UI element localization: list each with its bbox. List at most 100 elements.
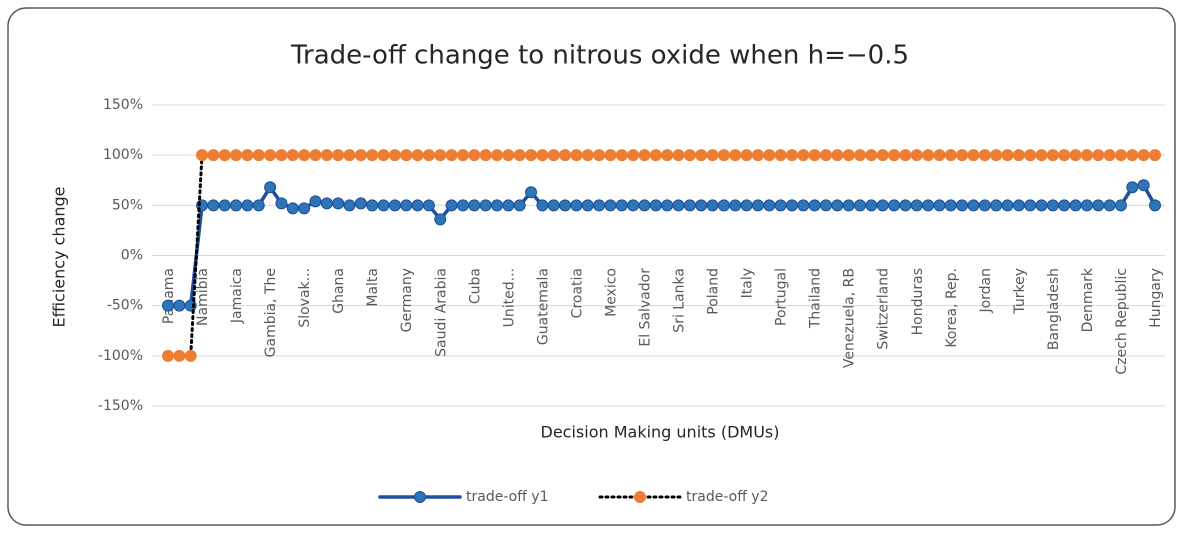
data-point [876,199,889,212]
legend-marker [414,491,426,503]
data-point [491,149,503,162]
data-point [468,199,481,212]
data-point [581,149,594,162]
data-point [956,199,969,212]
data-point [479,149,492,162]
data-point [1035,149,1048,162]
data-point [309,149,322,162]
data-point [332,149,345,162]
data-point [320,197,333,210]
data-point [706,149,719,162]
data-point [1092,149,1105,162]
chart-title: Trade-off change to nitrous oxide when h… [290,41,909,71]
data-point [218,149,231,162]
data-point [763,149,776,162]
x-tick-label: Bangladesh [1046,268,1062,350]
x-tick-label: Slovak... [297,268,313,328]
data-point [366,199,379,212]
data-point [422,149,435,162]
x-tick-label: Ghana [331,268,347,314]
data-point [434,213,447,226]
data-point [264,181,277,194]
data-point [184,299,197,312]
data-point [173,299,186,312]
data-point [649,199,662,212]
data-point [230,199,243,212]
y-tick-label: -50% [107,298,143,314]
data-point [252,149,265,162]
data-point [320,149,333,162]
x-tick-label: Saudi Arabia [433,268,449,357]
data-point [241,199,254,212]
data-point [286,149,299,162]
data-point [456,149,469,162]
x-tick-label: Portugal [774,268,790,326]
data-point [627,149,640,162]
data-point [888,149,901,162]
legend-label: trade-off y1 [466,489,549,505]
data-point [1114,149,1127,162]
data-point [1103,199,1116,212]
data-point [695,149,708,162]
data-point [286,202,299,215]
data-point [967,149,980,162]
x-tick-label: Mexico [603,268,619,317]
data-point [1126,181,1139,194]
data-point [1069,199,1082,212]
y-tick-label: 0% [121,248,143,264]
chart-frame [7,7,1176,526]
data-point [162,349,174,362]
data-point [536,199,549,212]
data-point [661,149,674,162]
x-tick-label: Switzerland [876,268,892,350]
data-point [593,199,606,212]
data-point [854,199,867,212]
x-tick-label: Venezuela, RB [842,268,858,368]
data-point [445,149,458,162]
data-point [797,199,810,212]
data-point [797,149,810,162]
data-point [706,199,719,212]
data-point [774,199,787,212]
data-point [876,149,889,162]
data-point [581,199,594,212]
data-point [1046,149,1059,162]
x-tick-label: Honduras [910,268,926,335]
data-point [445,199,458,212]
x-tick-label: Denmark [1080,267,1096,332]
x-tick-label: Panama [161,268,177,324]
data-point [1012,199,1025,212]
data-point [332,197,345,210]
data-point [899,199,912,212]
data-point [740,199,753,212]
data-point [479,199,492,212]
data-point [729,149,742,162]
legend-label: trade-off y2 [686,489,769,505]
data-point [491,199,503,212]
data-point [570,149,583,162]
data-point [638,149,651,162]
data-point [388,199,401,212]
x-axis-title: Decision Making units (DMUs) [541,423,780,442]
data-point [604,149,617,162]
data-point [502,199,515,212]
data-point [275,149,288,162]
data-point [627,199,640,212]
x-tick-label: Thailand [808,268,824,329]
data-point [820,199,832,212]
data-point [717,149,730,162]
data-point [978,149,991,162]
data-point [1012,149,1025,162]
data-point [842,149,855,162]
data-point [717,199,730,212]
data-point [933,149,946,162]
data-point [615,149,628,162]
x-tick-label: Czech Republic [1114,268,1130,375]
x-tick-label: Hungary [1148,268,1164,328]
data-point [547,149,560,162]
data-point [1149,199,1161,212]
y-tick-label: -150% [98,398,143,414]
data-point [956,149,969,162]
data-point [683,149,696,162]
